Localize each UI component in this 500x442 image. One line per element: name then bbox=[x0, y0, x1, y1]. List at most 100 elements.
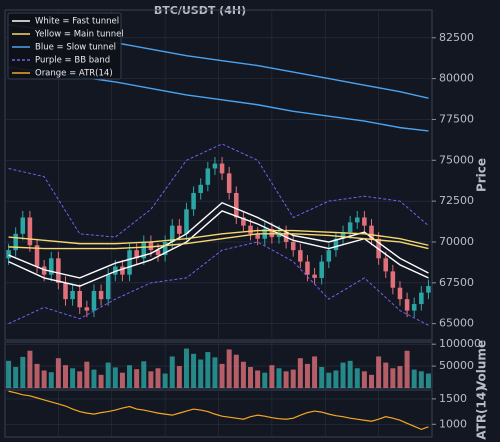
candle-body bbox=[219, 163, 225, 174]
candle-body bbox=[162, 241, 168, 256]
volume-bar bbox=[319, 366, 325, 388]
volume-bar bbox=[347, 360, 353, 388]
candle-body bbox=[198, 184, 203, 193]
volume-bar bbox=[312, 356, 318, 388]
candle-body bbox=[84, 307, 90, 311]
volume-bar bbox=[255, 370, 261, 388]
volume-bar bbox=[226, 349, 232, 388]
volume-bar bbox=[13, 366, 19, 388]
volume-bar bbox=[91, 369, 97, 388]
candle-body bbox=[13, 233, 18, 251]
volume-bar bbox=[369, 374, 374, 388]
candle-body bbox=[234, 192, 239, 218]
volume-bar bbox=[269, 365, 275, 388]
volume-bar bbox=[20, 356, 26, 388]
y-tick-label: 80000 bbox=[439, 72, 474, 85]
volume-bar bbox=[41, 370, 47, 388]
candle-body bbox=[63, 282, 68, 300]
overlay-line bbox=[8, 233, 429, 250]
candle-body bbox=[120, 266, 125, 275]
volume-bar bbox=[376, 356, 382, 388]
volume-bar bbox=[127, 365, 133, 388]
legend-label: Blue = Slow tunnel bbox=[35, 43, 116, 53]
candle-body bbox=[6, 250, 11, 259]
candle-body bbox=[333, 238, 339, 251]
volume-bar bbox=[141, 361, 147, 388]
candle-body bbox=[298, 250, 303, 262]
volume-bar bbox=[119, 372, 125, 388]
y-tick-label: 1500 bbox=[439, 392, 467, 405]
volume-bar bbox=[183, 348, 189, 388]
volume-bar bbox=[155, 368, 161, 388]
y-tick-label: 65000 bbox=[439, 317, 474, 330]
candle-body bbox=[340, 232, 346, 239]
volume-bar bbox=[340, 362, 346, 388]
candle-body bbox=[205, 168, 211, 185]
y-tick-label: 77500 bbox=[439, 112, 474, 125]
candle-body bbox=[191, 192, 196, 210]
volume-bar bbox=[212, 357, 218, 388]
candle-body bbox=[226, 173, 232, 193]
candle-body bbox=[354, 217, 360, 223]
volume-bar bbox=[176, 366, 182, 388]
volume-bar bbox=[411, 369, 417, 388]
candle-body bbox=[369, 225, 374, 239]
candle-body bbox=[411, 304, 417, 311]
volume-bar bbox=[248, 366, 254, 388]
candle-body bbox=[362, 217, 367, 226]
candle-body bbox=[34, 245, 40, 267]
volume-bar bbox=[240, 361, 246, 388]
candle-body bbox=[148, 241, 154, 251]
volume-bar bbox=[77, 371, 83, 388]
volume-bar bbox=[354, 368, 360, 388]
volume-bar bbox=[205, 352, 211, 388]
volume-bar bbox=[70, 368, 76, 388]
candle-body bbox=[290, 241, 296, 251]
volume-axis-label: Volume bbox=[475, 340, 489, 390]
candle-body bbox=[397, 287, 403, 300]
y-tick-label: 100000 bbox=[439, 337, 481, 350]
volume-bar bbox=[34, 363, 40, 388]
legend-box bbox=[7, 12, 122, 80]
candle-body bbox=[127, 250, 132, 275]
candle-body bbox=[155, 250, 161, 256]
candle-body bbox=[77, 290, 83, 308]
candle-body bbox=[177, 225, 182, 234]
volume-bar bbox=[404, 350, 410, 388]
volume-bar bbox=[112, 367, 118, 388]
y-tick-label: 82500 bbox=[439, 31, 474, 44]
volume-bar bbox=[361, 371, 367, 388]
candle-body bbox=[404, 299, 410, 311]
candle-body bbox=[91, 290, 97, 311]
volume-bar bbox=[55, 358, 61, 388]
y-tick-label: 1000 bbox=[439, 417, 467, 430]
candle-body bbox=[48, 258, 54, 275]
y-tick-label: 72500 bbox=[439, 194, 474, 207]
y-tick-label: 75000 bbox=[439, 153, 474, 166]
volume-bar bbox=[425, 373, 431, 388]
candle-body bbox=[169, 225, 175, 242]
volume-bar bbox=[162, 373, 168, 388]
candle-body bbox=[305, 261, 310, 275]
volume-bar bbox=[390, 368, 396, 388]
overlay-line bbox=[8, 143, 429, 238]
volume-bar bbox=[6, 360, 12, 388]
volume-bar bbox=[383, 362, 389, 388]
volume-bar bbox=[397, 366, 403, 388]
candle-body bbox=[248, 225, 253, 234]
candle-body bbox=[113, 266, 118, 275]
candle-body bbox=[241, 217, 246, 226]
volume-bar bbox=[98, 374, 104, 388]
y-tick-label: 70000 bbox=[439, 235, 474, 248]
candle-body bbox=[105, 274, 111, 300]
overlay-line bbox=[8, 201, 429, 279]
overlay-line bbox=[8, 241, 429, 326]
candle-body bbox=[20, 217, 26, 234]
candle-body bbox=[41, 266, 47, 275]
volume-bar bbox=[63, 365, 68, 388]
candle-body bbox=[383, 258, 389, 272]
candle-body bbox=[134, 250, 139, 259]
volume-bar bbox=[290, 369, 296, 388]
